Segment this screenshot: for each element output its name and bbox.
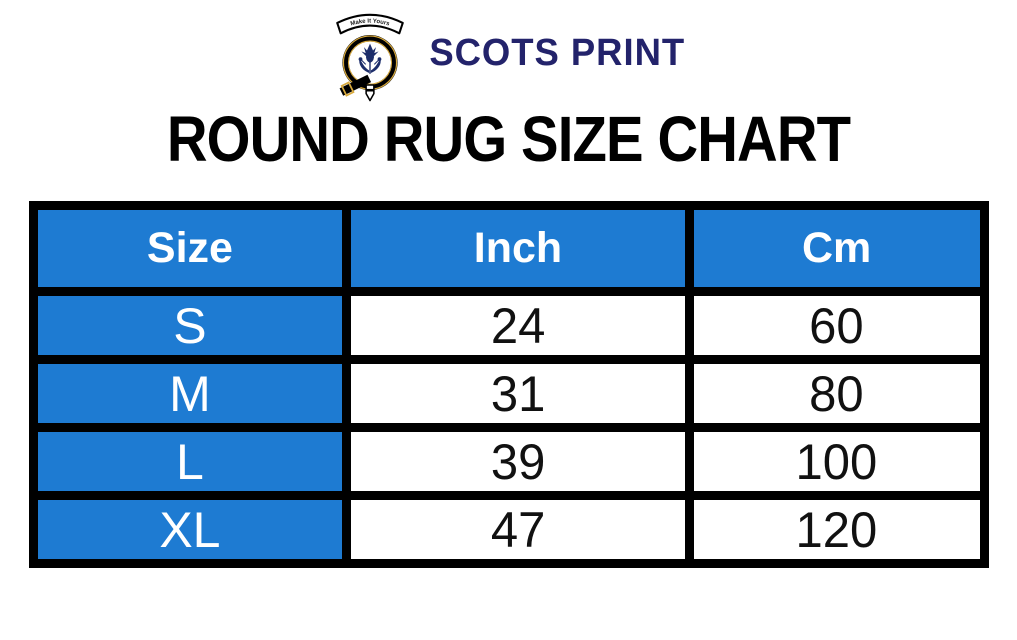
size-cell: S: [28, 287, 352, 364]
svg-text:Make It Yours: Make It Yours: [350, 18, 391, 27]
cm-cell: 60: [687, 287, 986, 364]
inch-cell: 47: [345, 491, 691, 568]
size-cell: L: [28, 423, 352, 500]
brand-logo: Make It Yours: [0, 0, 1017, 102]
cm-cell: 100: [687, 423, 986, 500]
size-chart-table: Size Inch Cm S 24 60 M 31 80 L 39 100: [28, 201, 989, 568]
table-row-l: L 39 100: [28, 423, 986, 500]
table-row-m: M 31 80: [28, 355, 986, 432]
cm-cell: 120: [687, 491, 986, 568]
table-row-s: S 24 60: [28, 287, 986, 364]
column-header-inch: Inch: [342, 201, 694, 296]
size-cell: M: [28, 355, 352, 432]
inch-cell: 31: [345, 355, 691, 432]
clan-crest-icon: Make It Yours: [336, 13, 405, 101]
column-header-size: Size: [28, 201, 352, 296]
crest-banner: Make It Yours: [336, 13, 405, 34]
inch-cell: 24: [345, 287, 691, 364]
table-header-row: Size Inch Cm: [28, 201, 989, 296]
crest-banner-text: Make It Yours: [350, 18, 391, 27]
brand-name: SCOTS PRINT: [429, 32, 686, 74]
table-row-xl: XL 47 120: [28, 491, 986, 568]
cm-cell: 80: [687, 355, 986, 432]
page-title: ROUND RUG SIZE CHART: [166, 103, 851, 175]
column-header-cm: Cm: [684, 201, 989, 296]
size-cell: XL: [28, 491, 352, 568]
crest-buckle: [339, 74, 375, 101]
inch-cell: 39: [345, 423, 691, 500]
thistle-icon: [358, 43, 382, 74]
